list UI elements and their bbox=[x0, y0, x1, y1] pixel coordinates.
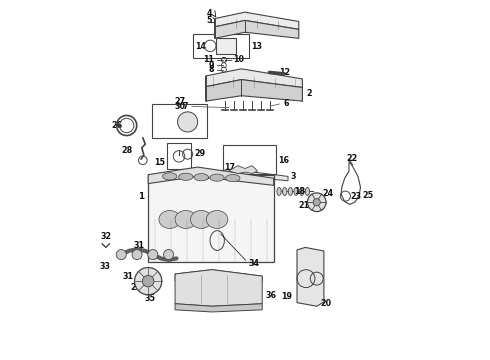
Polygon shape bbox=[175, 270, 262, 306]
Text: 31: 31 bbox=[122, 272, 133, 281]
Ellipse shape bbox=[294, 188, 298, 195]
Text: 30: 30 bbox=[174, 102, 185, 111]
Circle shape bbox=[132, 249, 142, 260]
Text: 5: 5 bbox=[206, 16, 212, 25]
Circle shape bbox=[313, 199, 320, 206]
Circle shape bbox=[177, 112, 197, 132]
Polygon shape bbox=[215, 12, 299, 30]
Text: 28: 28 bbox=[121, 146, 132, 155]
Text: 35: 35 bbox=[145, 294, 155, 303]
Text: 34: 34 bbox=[248, 259, 260, 268]
Ellipse shape bbox=[245, 176, 251, 180]
Polygon shape bbox=[205, 80, 302, 101]
Text: 14: 14 bbox=[195, 42, 206, 51]
FancyBboxPatch shape bbox=[216, 38, 236, 54]
Ellipse shape bbox=[305, 188, 310, 195]
Circle shape bbox=[143, 275, 154, 287]
Text: 31: 31 bbox=[133, 241, 144, 250]
Polygon shape bbox=[175, 304, 262, 312]
FancyBboxPatch shape bbox=[148, 175, 274, 262]
Text: 23: 23 bbox=[351, 192, 362, 201]
Ellipse shape bbox=[202, 175, 209, 179]
Text: 21: 21 bbox=[298, 201, 310, 210]
Ellipse shape bbox=[216, 175, 223, 180]
Ellipse shape bbox=[179, 173, 193, 180]
Text: 26: 26 bbox=[111, 121, 122, 130]
Text: 24: 24 bbox=[323, 189, 334, 198]
Ellipse shape bbox=[225, 175, 240, 182]
Polygon shape bbox=[229, 166, 258, 174]
Text: 21: 21 bbox=[130, 283, 141, 292]
Polygon shape bbox=[195, 169, 288, 181]
Polygon shape bbox=[215, 21, 299, 39]
Polygon shape bbox=[148, 167, 274, 185]
Ellipse shape bbox=[230, 176, 237, 180]
Circle shape bbox=[135, 267, 162, 295]
Text: 8: 8 bbox=[209, 65, 215, 74]
Text: 10: 10 bbox=[234, 55, 245, 64]
Polygon shape bbox=[297, 247, 324, 306]
Ellipse shape bbox=[299, 188, 304, 195]
Text: 1: 1 bbox=[138, 192, 144, 201]
Polygon shape bbox=[205, 69, 302, 87]
Text: 17: 17 bbox=[224, 163, 235, 172]
Ellipse shape bbox=[288, 188, 293, 195]
Text: 33: 33 bbox=[100, 262, 111, 271]
Circle shape bbox=[148, 249, 158, 260]
Circle shape bbox=[164, 249, 173, 260]
Text: 13: 13 bbox=[251, 42, 263, 51]
Text: 29: 29 bbox=[194, 149, 205, 158]
Ellipse shape bbox=[206, 211, 228, 228]
Ellipse shape bbox=[163, 173, 177, 180]
Ellipse shape bbox=[194, 174, 208, 181]
Text: 3: 3 bbox=[291, 172, 296, 181]
Polygon shape bbox=[175, 270, 262, 281]
Ellipse shape bbox=[283, 188, 287, 195]
Text: 11: 11 bbox=[203, 55, 215, 64]
Circle shape bbox=[116, 249, 126, 260]
Text: 25: 25 bbox=[363, 191, 374, 200]
Ellipse shape bbox=[277, 188, 281, 195]
Text: 4: 4 bbox=[206, 9, 212, 18]
Text: 20: 20 bbox=[320, 299, 331, 308]
Text: 36: 36 bbox=[266, 291, 277, 300]
Circle shape bbox=[307, 193, 326, 212]
Text: 9: 9 bbox=[209, 61, 215, 70]
Text: 18: 18 bbox=[294, 187, 306, 196]
Text: 12: 12 bbox=[279, 68, 290, 77]
Text: 6: 6 bbox=[284, 99, 289, 108]
Text: 15: 15 bbox=[154, 158, 166, 167]
Text: 27: 27 bbox=[174, 96, 185, 105]
Ellipse shape bbox=[159, 211, 180, 228]
Ellipse shape bbox=[175, 211, 196, 228]
Text: 7: 7 bbox=[182, 102, 188, 111]
Text: 22: 22 bbox=[346, 154, 358, 163]
Text: 2: 2 bbox=[307, 89, 312, 98]
Text: 19: 19 bbox=[281, 292, 293, 301]
Ellipse shape bbox=[191, 211, 212, 228]
Text: 32: 32 bbox=[100, 232, 111, 241]
Text: 16: 16 bbox=[278, 156, 289, 165]
Ellipse shape bbox=[210, 174, 224, 181]
